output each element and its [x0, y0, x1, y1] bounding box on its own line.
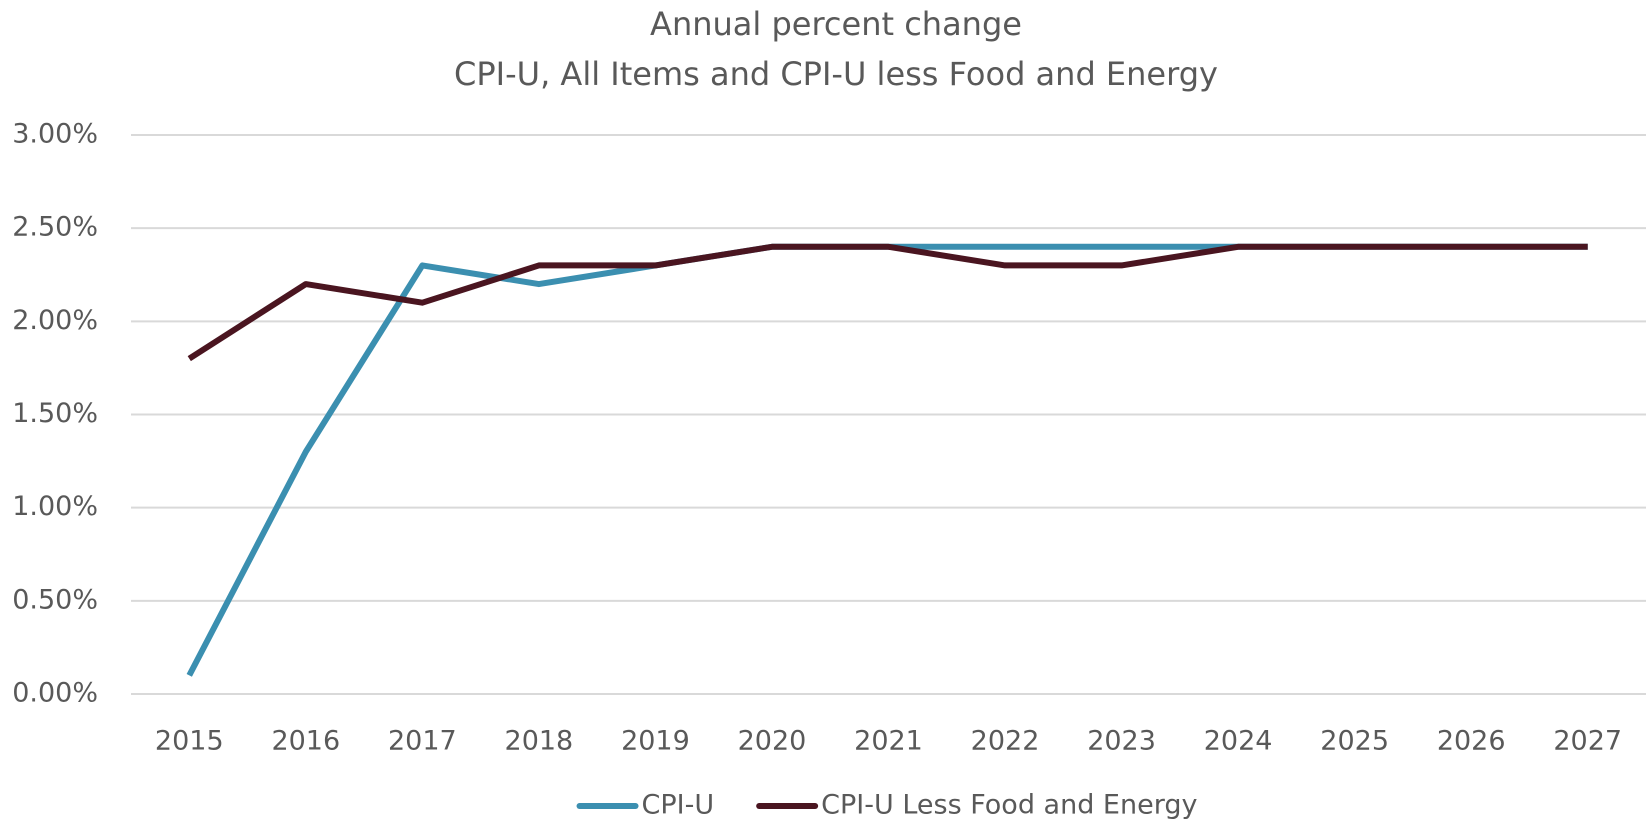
- x-tick-label: 2015: [155, 726, 224, 757]
- x-tick-label: 2019: [621, 726, 690, 757]
- series-line: [187, 243, 1588, 362]
- x-tick-label: 2024: [1204, 726, 1273, 757]
- legend-label: CPI-U: [642, 790, 715, 821]
- y-tick-label: 1.50%: [12, 398, 98, 429]
- x-tick-label: 2026: [1437, 726, 1506, 757]
- x-tick-label: 2021: [854, 726, 923, 757]
- x-tick-label: 2022: [971, 726, 1040, 757]
- y-tick-label: 2.00%: [12, 305, 98, 336]
- x-tick-label: 2017: [388, 726, 457, 757]
- chart-subtitle: CPI-U, All Items and CPI-U less Food and…: [454, 55, 1218, 93]
- x-tick-label: 2027: [1553, 726, 1622, 757]
- legend-label: CPI-U Less Food and Energy: [821, 790, 1197, 821]
- y-tick-label: 2.50%: [12, 212, 98, 243]
- x-tick-label: 2023: [1087, 726, 1156, 757]
- x-tick-label: 2020: [738, 726, 807, 757]
- x-tick-label: 2025: [1320, 726, 1389, 757]
- y-tick-label: 0.50%: [12, 584, 98, 615]
- x-tick-label: 2016: [271, 726, 340, 757]
- y-tick-label: 0.00%: [12, 678, 98, 709]
- y-tick-label: 3.00%: [12, 119, 98, 150]
- x-tick-label: 2018: [505, 726, 574, 757]
- y-tick-label: 1.00%: [12, 491, 98, 522]
- chart-title: Annual percent change: [650, 5, 1022, 43]
- series-line: [186, 243, 1588, 677]
